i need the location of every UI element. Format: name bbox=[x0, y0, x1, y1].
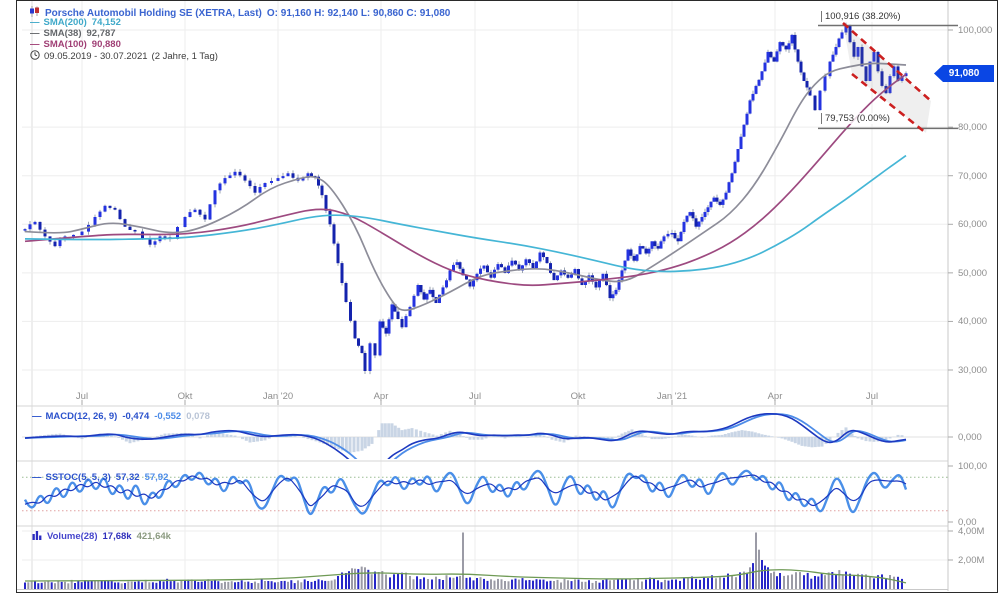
sma38-label: SMA(38) bbox=[43, 27, 82, 39]
sma38-legend[interactable]: — SMA(38) 92,787 bbox=[30, 28, 116, 39]
sma100-value: 90,880 bbox=[91, 38, 121, 50]
time-axis-label: Jan '21 bbox=[656, 391, 688, 402]
time-axis-label: Apr bbox=[767, 391, 783, 402]
sma100-color-swatch: — bbox=[30, 38, 39, 50]
macd-value: -0,474 bbox=[122, 411, 150, 422]
last-price-value: 91,080 bbox=[948, 68, 980, 79]
price-axis-label: 30,000 bbox=[958, 365, 988, 376]
time-axis-label: Apr bbox=[373, 391, 389, 402]
stoch-label: SSTOC(5, 5, 3) bbox=[45, 472, 111, 483]
last-price-tag: 91,080 bbox=[934, 65, 994, 82]
macd-hist-value: 0,078 bbox=[186, 411, 210, 422]
fib-low-label[interactable]: 79,753 (0.00%) bbox=[821, 113, 890, 124]
date-range-row[interactable]: 09.05.2019 - 30.07.2021 (2 Jahre, 1 Tag) bbox=[30, 49, 218, 63]
sma38-value: 92,787 bbox=[86, 27, 116, 39]
macd-legend[interactable]: — MACD(12, 26, 9) -0,474 -0,552 0,078 bbox=[32, 411, 210, 422]
macd-color-swatch: — bbox=[32, 411, 41, 422]
macd-signal-value: -0,552 bbox=[154, 411, 182, 422]
fib-high-label[interactable]: 100,916 (38.20%) bbox=[821, 11, 901, 22]
sma200-color-swatch: — bbox=[30, 16, 39, 28]
symbol-legend[interactable]: Porsche Automobil Holding SE (XETRA, Las… bbox=[29, 4, 450, 22]
symbol-name: Porsche Automobil Holding SE (XETRA, Las… bbox=[45, 7, 262, 19]
price-axis-label: 70,000 bbox=[958, 170, 988, 182]
time-axis-label: Okt bbox=[570, 391, 586, 402]
volume-ma-value: 421,64k bbox=[136, 531, 171, 542]
chart-type-icon bbox=[29, 4, 40, 22]
volume-label: Volume(28) bbox=[47, 531, 98, 542]
stoch-color-swatch: — bbox=[32, 472, 41, 483]
sma200-value: 74,152 bbox=[91, 16, 121, 28]
price-axis-label: 100,000 bbox=[958, 25, 993, 36]
sma200-label: SMA(200) bbox=[43, 16, 87, 28]
price-axis-label: 60,000 bbox=[958, 219, 988, 231]
stoch-axis-label: 100,00 bbox=[958, 461, 988, 472]
macd-axis-label: 0,000 bbox=[958, 432, 982, 443]
volume-value: 17,68k bbox=[102, 531, 132, 542]
stoch-d-value: 57,92 bbox=[144, 472, 169, 483]
sma100-label: SMA(100) bbox=[43, 38, 87, 50]
price-axis-label: 40,000 bbox=[958, 316, 988, 328]
stoch-k-value: 57,32 bbox=[115, 472, 140, 483]
ohlc-values: O: 91,160 H: 92,140 L: 90,860 C: 91,080 bbox=[266, 7, 451, 19]
price-axis-label: 80,000 bbox=[958, 122, 988, 134]
volume-bars-icon bbox=[32, 530, 42, 543]
time-axis-label: Jul bbox=[865, 391, 879, 402]
stoch-axis-label: 0,00 bbox=[958, 517, 977, 528]
sma38-color-swatch: — bbox=[30, 27, 39, 39]
time-axis-label: Jul bbox=[75, 391, 89, 402]
date-range: 09.05.2019 - 30.07.2021 bbox=[44, 50, 148, 62]
sma100-legend[interactable]: — SMA(100) 90,880 bbox=[30, 39, 121, 50]
volume-axis-label: 2,00M bbox=[958, 555, 985, 566]
macd-label: MACD(12, 26, 9) bbox=[45, 411, 118, 422]
stoch-legend[interactable]: — SSTOC(5, 5, 3) 57,32 57,92 bbox=[32, 472, 168, 483]
time-axis-label: Jan '20 bbox=[262, 391, 294, 402]
time-axis-label: Okt bbox=[177, 391, 193, 402]
sma200-legend[interactable]: — SMA(200) 74,152 bbox=[30, 17, 121, 28]
volume-legend[interactable]: Volume(28) 17,68k 421,64k bbox=[32, 530, 171, 543]
clock-icon bbox=[30, 49, 40, 63]
price-axis-label: 50,000 bbox=[958, 267, 988, 279]
date-period: (2 Jahre, 1 Tag) bbox=[151, 50, 218, 62]
volume-axis-label: 4,00M bbox=[958, 526, 985, 537]
time-axis-label: Jul bbox=[468, 391, 482, 402]
